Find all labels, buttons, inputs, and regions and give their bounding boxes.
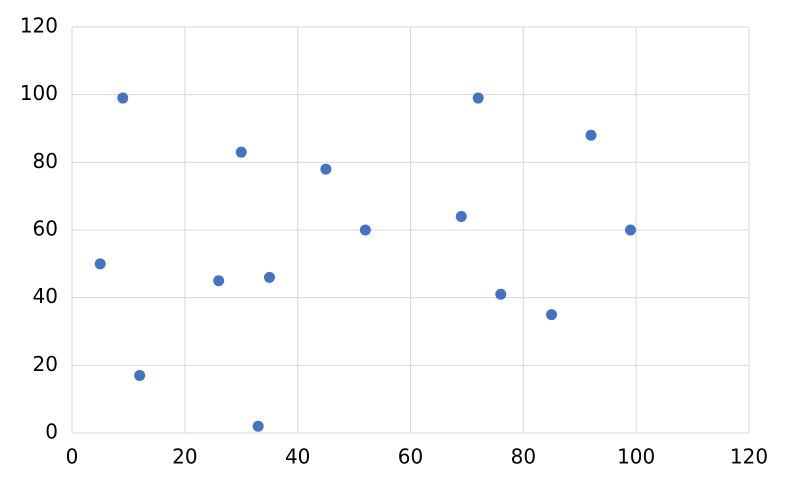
point — [213, 275, 225, 287]
point — [546, 309, 558, 321]
y-tick-label: 80 — [33, 149, 58, 173]
y-tick-label: 60 — [33, 217, 58, 241]
point — [495, 288, 507, 300]
point — [585, 129, 597, 141]
point — [625, 224, 637, 236]
point — [472, 92, 484, 104]
x-tick-label: 100 — [617, 445, 655, 469]
point — [252, 420, 264, 432]
point — [235, 146, 247, 158]
y-tick-label: 0 — [45, 420, 58, 444]
point — [117, 92, 129, 104]
x-tick-label: 20 — [172, 445, 197, 469]
point — [263, 271, 275, 283]
y-tick-label: 20 — [33, 352, 58, 376]
point — [455, 210, 467, 222]
point — [134, 369, 146, 381]
y-tick-label: 40 — [33, 284, 58, 308]
point — [94, 258, 106, 270]
y-tick-label: 100 — [20, 81, 58, 105]
point — [359, 224, 371, 236]
x-tick-label: 80 — [511, 445, 536, 469]
point — [320, 163, 332, 175]
x-tick-label: 120 — [730, 445, 768, 469]
x-tick-label: 40 — [285, 445, 310, 469]
y-tick-label: 120 — [20, 14, 58, 38]
x-tick-label: 60 — [398, 445, 423, 469]
x-tick-label: 0 — [66, 445, 79, 469]
